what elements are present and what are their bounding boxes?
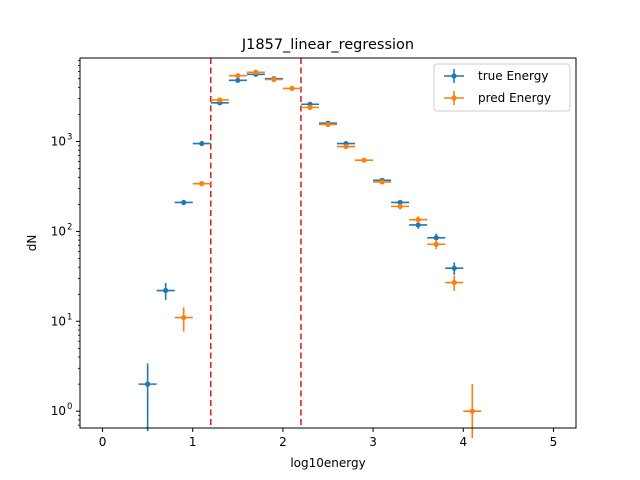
data-point xyxy=(235,78,240,83)
legend-true-marker xyxy=(451,73,456,78)
x-axis-label: log10energy xyxy=(290,456,365,470)
x-tick-label: 0 xyxy=(99,435,107,449)
x-tick-label: 2 xyxy=(279,435,287,449)
data-point xyxy=(163,288,168,293)
data-point xyxy=(452,266,457,271)
y-tick-label-exponent: 0 xyxy=(67,402,72,412)
data-point xyxy=(343,144,348,149)
data-point xyxy=(398,204,403,209)
data-point xyxy=(289,86,294,91)
data-point xyxy=(217,97,222,102)
y-tick-label-exponent: 1 xyxy=(67,312,72,322)
y-tick-label-exponent: 2 xyxy=(67,222,72,232)
y-tick-label-exponent: 3 xyxy=(67,133,72,143)
data-point xyxy=(271,77,276,82)
data-point xyxy=(253,70,258,75)
data-point xyxy=(470,409,475,414)
y-axis-label: dN xyxy=(25,235,39,252)
x-tick-label: 3 xyxy=(369,435,377,449)
x-tick-label: 1 xyxy=(189,435,197,449)
data-point xyxy=(380,179,385,184)
data-point xyxy=(199,181,204,186)
plot-area xyxy=(80,58,576,438)
legend-pred-label: pred Energy xyxy=(478,91,551,105)
data-point xyxy=(181,200,186,205)
y-tick-label: 10 xyxy=(51,404,66,418)
data-point xyxy=(361,158,366,163)
data-point xyxy=(235,73,240,78)
data-point xyxy=(181,315,186,320)
plot-background xyxy=(80,58,576,428)
data-point xyxy=(145,382,150,387)
data-point xyxy=(199,141,204,146)
data-point xyxy=(434,235,439,240)
x-tick-label: 4 xyxy=(459,435,467,449)
data-point xyxy=(434,242,439,247)
data-point xyxy=(307,105,312,110)
data-point xyxy=(452,280,457,285)
chart-title: J1857_linear_regression xyxy=(241,37,414,53)
legend-true-label: true Energy xyxy=(478,69,548,83)
data-point xyxy=(416,217,421,222)
legend: true Energy pred Energy xyxy=(434,64,570,111)
y-tick-label: 10 xyxy=(51,314,66,328)
x-tick-label: 5 xyxy=(550,435,558,449)
y-tick-label: 10 xyxy=(51,224,66,238)
legend-pred-marker xyxy=(451,95,456,100)
data-point xyxy=(325,122,330,127)
y-tick-label: 10 xyxy=(51,135,66,149)
